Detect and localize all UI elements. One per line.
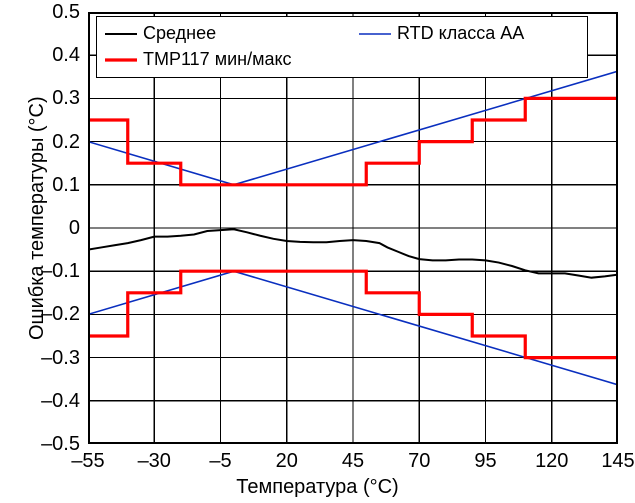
x-tick-label: 145	[588, 450, 635, 473]
legend-swatch	[359, 25, 391, 43]
x-tick-label: 120	[522, 450, 582, 473]
x-tick-label: –55	[58, 450, 118, 473]
legend-swatch	[105, 25, 137, 43]
y-tick-label: 0.5	[52, 1, 80, 24]
legend-swatch	[105, 51, 137, 69]
y-tick-label: –0.2	[41, 303, 80, 326]
y-tick-label: 0	[69, 217, 80, 240]
legend-label: TMP117 мин/макс	[143, 49, 292, 70]
legend-item: TMP117 мин/макс	[105, 49, 292, 70]
y-tick-label: 0.4	[52, 44, 80, 67]
y-tick-label: –0.3	[41, 347, 80, 370]
chart-figure: Ошибка температуры (°C) Температура (°C)…	[0, 0, 635, 503]
y-tick-label: 0.2	[52, 131, 80, 154]
y-tick-label: –0.1	[41, 260, 80, 283]
x-tick-label: 70	[389, 450, 449, 473]
y-tick-label: –0.4	[41, 390, 80, 413]
x-axis-label: Температура (°C)	[0, 476, 635, 499]
x-tick-label: 45	[323, 450, 383, 473]
y-tick-label: 0.3	[52, 87, 80, 110]
legend-box: Среднее RTD класса АА TMP117 мин/макс	[96, 16, 588, 78]
y-tick-label: 0.1	[52, 174, 80, 197]
x-tick-label: 20	[257, 450, 317, 473]
x-tick-label: –30	[124, 450, 184, 473]
legend-item: Среднее	[105, 23, 216, 44]
x-tick-label: –5	[191, 450, 251, 473]
legend-label: Среднее	[143, 23, 216, 44]
x-tick-label: 95	[456, 450, 516, 473]
legend-item: RTD класса АА	[359, 23, 524, 44]
legend-label: RTD класса АА	[397, 23, 524, 44]
